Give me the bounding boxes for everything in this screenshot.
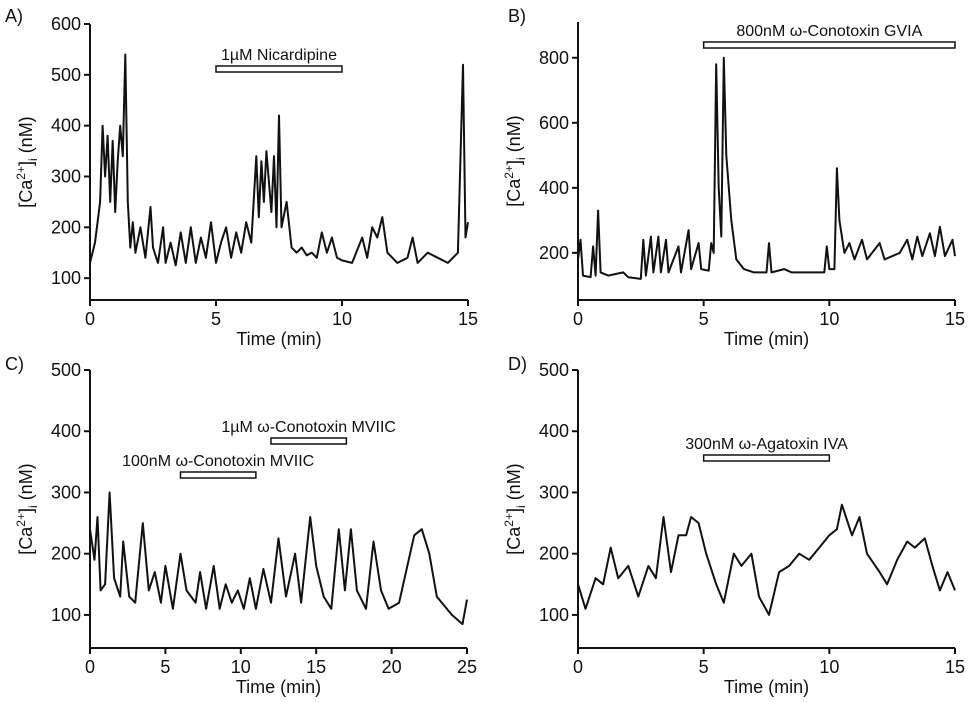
- y-label-part: (nM): [16, 463, 36, 505]
- x-tick-label: 0: [85, 309, 95, 329]
- y-label-part: ]: [16, 508, 36, 513]
- x-axis-label: Time (min): [236, 329, 321, 349]
- x-tick-label: 5: [160, 657, 170, 677]
- y-axis-label: [Ca2+]i (nM): [14, 463, 40, 554]
- y-tick-label: 500: [51, 360, 81, 380]
- y-label-part: ]: [16, 161, 36, 166]
- x-tick-label: 15: [306, 657, 326, 677]
- treatment-bar: [270, 437, 348, 445]
- y-tick-label: 400: [539, 178, 569, 198]
- y-label-part: 2+: [502, 165, 516, 179]
- y-tick-label: 200: [51, 217, 81, 237]
- treatment-bar: [702, 454, 831, 462]
- y-label-part: ]: [504, 160, 524, 165]
- x-tick-label: 10: [819, 309, 839, 329]
- y-label-part: 2+: [14, 166, 28, 180]
- y-tick-label: 500: [539, 360, 569, 380]
- x-tick-label: 15: [945, 657, 965, 677]
- y-axis-label: [Ca2+]i (nM): [14, 116, 40, 207]
- x-axis-label: Time (min): [724, 329, 809, 349]
- x-tick-label: 10: [332, 309, 352, 329]
- y-tick-label: 400: [51, 116, 81, 136]
- treatment-bar: [179, 471, 257, 479]
- y-tick-label: 100: [51, 605, 81, 625]
- y-tick-label: 100: [539, 605, 569, 625]
- y-tick-label: 600: [51, 14, 81, 34]
- x-tick-label: 0: [573, 309, 583, 329]
- x-tick-label: 10: [231, 657, 251, 677]
- x-axis-label: Time (min): [236, 677, 321, 697]
- x-tick-label: 0: [573, 657, 583, 677]
- x-tick-label: 5: [699, 309, 709, 329]
- y-label-part: (nM): [504, 115, 524, 157]
- y-label-part: i: [26, 505, 40, 508]
- panel-label: B): [508, 6, 526, 26]
- x-tick-label: 15: [458, 309, 478, 329]
- y-axis-label: [Ca2+]i (nM): [502, 463, 528, 554]
- x-tick-label: 25: [457, 657, 477, 677]
- y-tick-label: 600: [539, 113, 569, 133]
- treatment-label: 300nM ω-Agatoxin IVA: [685, 436, 848, 453]
- trace: [89, 53, 469, 267]
- y-label-part: [Ca: [16, 526, 36, 555]
- y-tick-label: 500: [51, 65, 81, 85]
- y-label-part: i: [26, 158, 40, 161]
- y-label-part: 2+: [14, 513, 28, 527]
- panel-label: A): [5, 6, 23, 26]
- y-label-part: (nM): [16, 116, 36, 158]
- y-label-part: ]: [504, 508, 524, 513]
- x-tick-label: 15: [945, 309, 965, 329]
- y-tick-label: 300: [51, 482, 81, 502]
- y-tick-label: 100: [51, 268, 81, 288]
- y-label-part: (nM): [504, 463, 524, 505]
- y-axis-label: [Ca2+]i (nM): [502, 115, 528, 206]
- x-tick-label: 20: [382, 657, 402, 677]
- y-tick-label: 200: [539, 243, 569, 263]
- x-tick-label: 10: [819, 657, 839, 677]
- y-label-part: [Ca: [504, 526, 524, 555]
- y-label-part: [Ca: [504, 178, 524, 207]
- treatment-label: 100nM ω-Conotoxin MVIIC: [122, 453, 314, 470]
- panel-label: C): [5, 354, 24, 374]
- treatment-label: 1µM ω-Conotoxin MVIIC: [221, 419, 396, 436]
- treatment-bar: [215, 65, 343, 73]
- panel-label: D): [508, 354, 527, 374]
- trace: [577, 503, 956, 616]
- y-tick-label: 200: [539, 544, 569, 564]
- trace: [89, 491, 468, 626]
- y-tick-label: 400: [539, 421, 569, 441]
- treatment-bar: [702, 41, 956, 49]
- y-tick-label: 300: [51, 166, 81, 186]
- x-tick-label: 5: [699, 657, 709, 677]
- y-tick-label: 800: [539, 48, 569, 68]
- y-tick-label: 300: [539, 482, 569, 502]
- y-label-part: i: [514, 505, 528, 508]
- y-label-part: [Ca: [16, 179, 36, 208]
- y-tick-label: 400: [51, 421, 81, 441]
- treatment-label: 1µM Nicardipine: [221, 47, 337, 64]
- y-label-part: i: [514, 157, 528, 160]
- x-tick-label: 0: [85, 657, 95, 677]
- x-axis-label: Time (min): [724, 677, 809, 697]
- y-label-part: 2+: [502, 513, 516, 527]
- x-tick-label: 5: [211, 309, 221, 329]
- treatment-label: 800nM ω-Conotoxin GVIA: [736, 23, 922, 40]
- y-tick-label: 200: [51, 544, 81, 564]
- trace: [577, 56, 956, 280]
